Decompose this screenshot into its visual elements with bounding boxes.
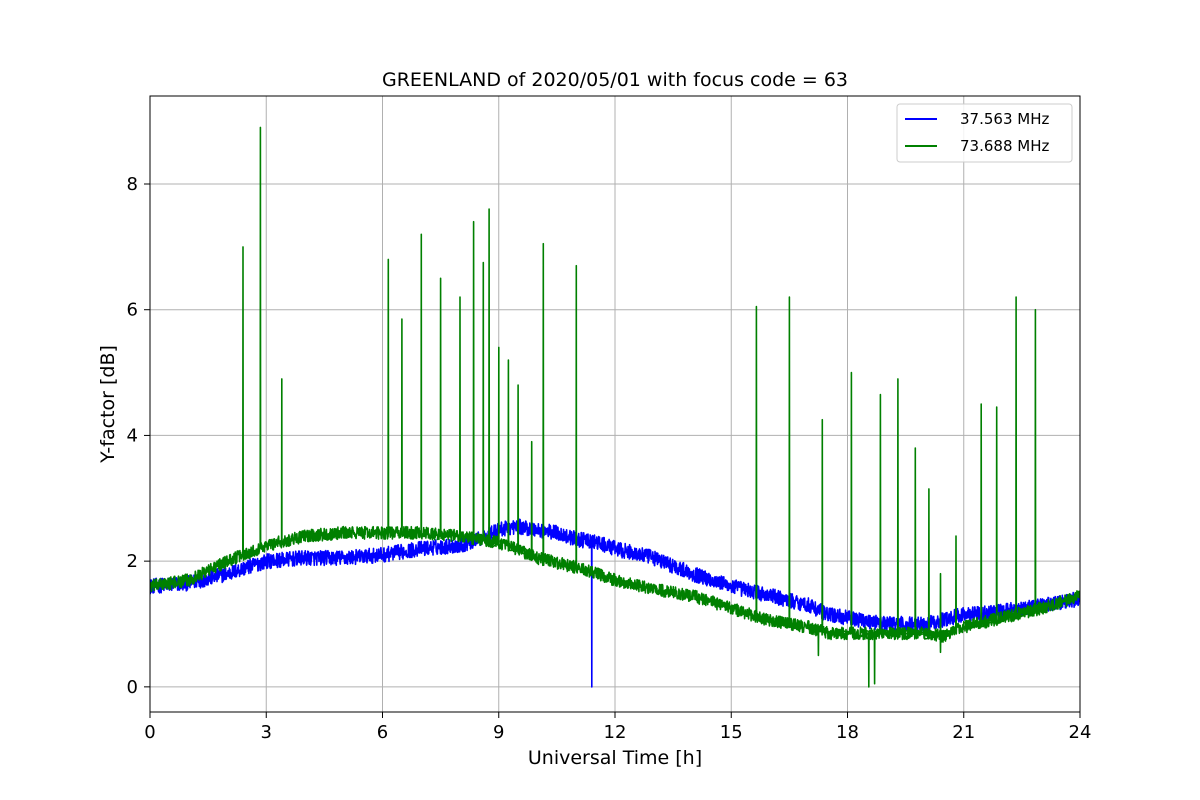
- series-layer: [150, 126, 1080, 688]
- y-tick-label: 2: [127, 551, 138, 572]
- x-tick-label: 3: [261, 722, 272, 743]
- legend: 37.563 MHz 73.688 MHz: [896, 103, 1073, 163]
- x-tick-label: 12: [604, 722, 627, 743]
- x-tick-label: 15: [720, 722, 743, 743]
- x-axis-title: Universal Time [h]: [528, 747, 702, 769]
- legend-label-73mhz: 73.688 MHz: [960, 137, 1049, 155]
- y-tick-label: 8: [127, 174, 138, 195]
- x-tick-label: 21: [952, 722, 975, 743]
- y-tick-label: 6: [127, 300, 138, 321]
- x-tick-label: 6: [377, 722, 388, 743]
- y-axis-title: Y-factor [dB]: [97, 345, 119, 464]
- x-tick-label: 18: [836, 722, 859, 743]
- series-line-37mhz: [150, 518, 1080, 688]
- x-tick-label: 9: [493, 722, 504, 743]
- x-tick-label: 0: [144, 722, 155, 743]
- y-tick-label: 4: [127, 425, 138, 446]
- legend-box: [896, 103, 1073, 163]
- series-line-73mhz: [150, 126, 1080, 688]
- chart-title: GREENLAND of 2020/05/01 with focus code …: [382, 69, 848, 91]
- y-tick-label: 0: [127, 677, 138, 698]
- legend-label-37mhz: 37.563 MHz: [960, 110, 1049, 128]
- x-tick-label: 24: [1069, 722, 1092, 743]
